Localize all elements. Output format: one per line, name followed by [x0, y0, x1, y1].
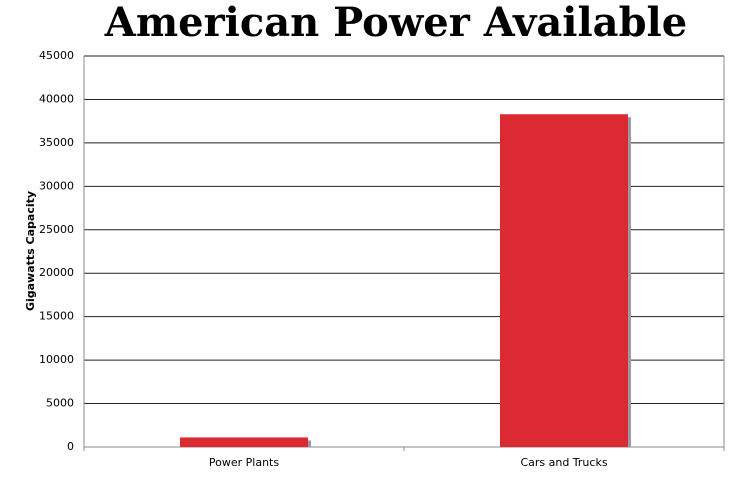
y-tick-label: 5000: [46, 397, 74, 410]
y-tick-label: 15000: [39, 310, 74, 323]
y-axis-label: Gigawatts Capacity: [24, 191, 37, 311]
x-tick-label: Power Plants: [209, 456, 279, 469]
chart-title: American Power Available: [104, 0, 687, 46]
y-tick-label: 40000: [39, 92, 74, 105]
y-tick-label: 45000: [39, 49, 74, 62]
x-tick-label: Cars and Trucks: [520, 456, 607, 469]
y-tick-label: 30000: [39, 179, 74, 192]
y-tick-label: 10000: [39, 353, 74, 366]
y-tick-label: 25000: [39, 223, 74, 236]
y-tick-label: 20000: [39, 266, 74, 279]
y-tick-label: 0: [67, 440, 74, 453]
bar: [180, 437, 308, 447]
y-tick-label: 35000: [39, 136, 74, 149]
bar: [500, 114, 628, 448]
